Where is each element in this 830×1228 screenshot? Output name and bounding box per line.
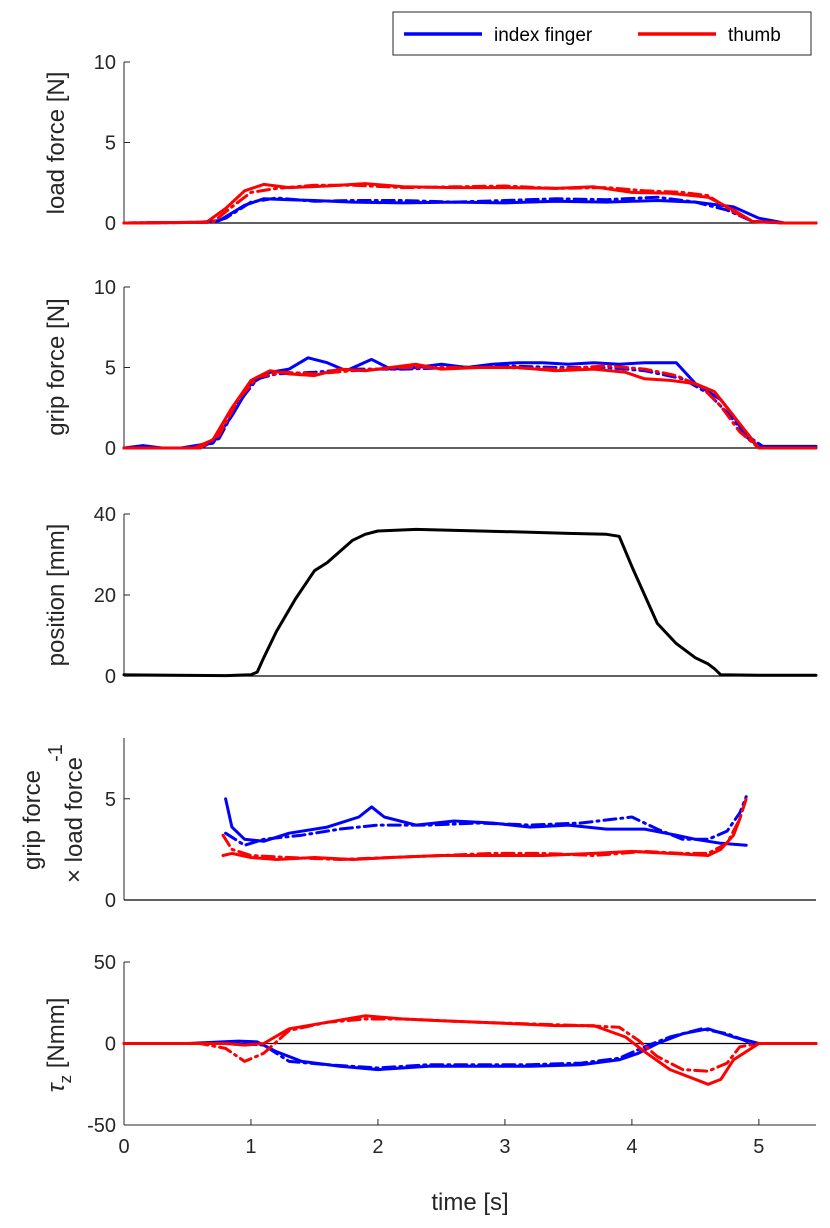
panel-torque: τz [Nmm] -50 0 50 [43, 952, 818, 1137]
ylabel-ratio-line2: × load force [61, 757, 88, 883]
x-tick-label: 0 [118, 1136, 129, 1158]
y-tick-label: 10 [94, 277, 116, 299]
series-thumb-dashdot [122, 364, 818, 450]
xaxis-label: time [s] [431, 1189, 508, 1216]
series-index-finger-dashdot [224, 795, 748, 847]
y-tick-label: -50 [87, 1115, 116, 1137]
x-tick-label: 4 [626, 1136, 637, 1158]
ylabel-position: position [mm] [43, 524, 70, 667]
series-thumb-solid [221, 817, 742, 861]
y-tick-label: 5 [105, 789, 116, 811]
series-position-solid [122, 527, 818, 678]
series-thumb-dashdot [122, 1017, 818, 1073]
ylabel-torque-unit: [Nmm] [43, 998, 70, 1075]
legend: index finger thumb [392, 11, 812, 56]
legend-label-thumb: thumb [728, 25, 781, 46]
y-tick-label: 0 [105, 890, 116, 912]
ylabel-torque-sub: z [56, 1075, 75, 1084]
panel-position: position [mm] 0 20 40 [43, 504, 818, 688]
panel-grip-force: grip force [N] 0 5 10 [43, 277, 818, 460]
y-tick-label: 0 [105, 1034, 116, 1056]
y-tick-label: 5 [105, 133, 116, 155]
y-tick-label: 5 [105, 358, 116, 380]
panel-grip-load-ratio: grip force × load force -1 0 5 [19, 738, 816, 912]
x-axis: 0 1 2 3 4 5 [118, 1119, 816, 1158]
y-tick-label: 40 [94, 504, 116, 526]
ylabel-torque-tau: τ [43, 1081, 70, 1092]
ylabel-grip-force: grip force [N] [43, 298, 70, 435]
ylabel-ratio-superscript: -1 [45, 744, 67, 762]
x-tick-label: 2 [372, 1136, 383, 1158]
series-thumb-dashdot [221, 797, 748, 861]
y-tick-label: 10 [94, 52, 116, 74]
x-tick-label: 1 [245, 1136, 256, 1158]
y-tick-label: 50 [94, 952, 116, 974]
legend-label-index-finger: index finger [494, 25, 593, 46]
y-tick-label: 20 [94, 585, 116, 607]
ylabel-ratio-line1: grip force [19, 770, 46, 870]
y-tick-label: 0 [105, 438, 116, 460]
svg-text:τz [Nmm]: τz [Nmm] [43, 998, 75, 1093]
series-index-finger-dashdot [122, 195, 818, 225]
panel-load-force: load force [N] 0 5 10 [43, 52, 818, 235]
x-tick-label: 5 [753, 1136, 764, 1158]
series-index-finger-dashdot [122, 364, 818, 450]
x-tick-label: 3 [499, 1136, 510, 1158]
series-thumb-dashdot [122, 183, 818, 225]
y-tick-label: 0 [105, 213, 116, 235]
ylabel-load-force: load force [N] [43, 72, 70, 215]
y-tick-label: 0 [105, 666, 116, 688]
